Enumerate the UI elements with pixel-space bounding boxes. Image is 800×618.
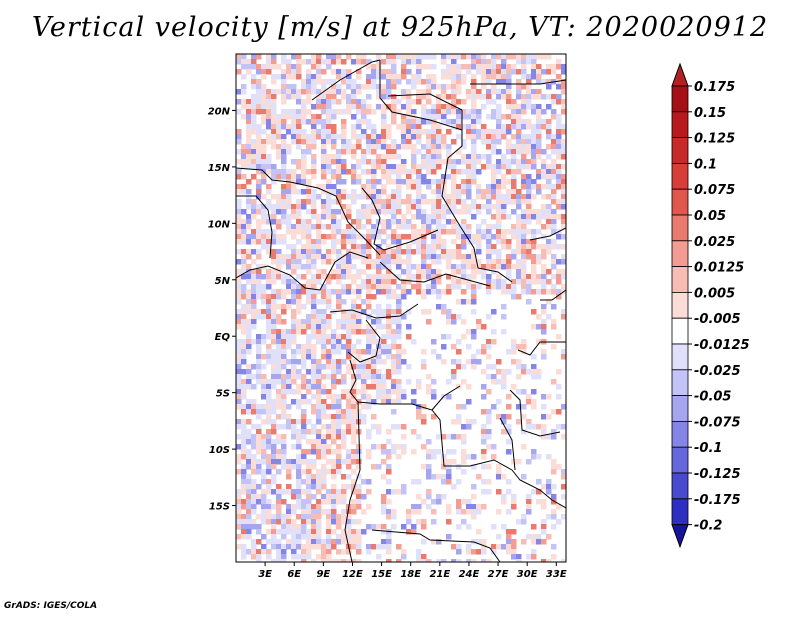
lon-tick-label: 9E xyxy=(316,569,330,580)
colorbar-label: 0.025 xyxy=(694,235,735,250)
boundary-line xyxy=(540,289,566,301)
velocity-field xyxy=(236,54,566,562)
colorbar-label: -0.025 xyxy=(694,364,741,379)
colorbar-top-arrow xyxy=(671,62,689,87)
boundary-line xyxy=(329,303,419,319)
longitude-axis: 3E 6E 9E 12E 15E 18E 21E 24E 27E 30E 33E xyxy=(258,562,567,580)
boundary-line xyxy=(470,79,566,85)
boundary-line xyxy=(431,385,461,411)
colorbar-label: 0.005 xyxy=(694,286,735,301)
lat-tick-label: 5S xyxy=(216,389,230,400)
colorbar-label: -0.175 xyxy=(694,493,741,508)
colorbar-segment xyxy=(671,472,689,500)
boundary-line xyxy=(441,110,513,283)
boundary-line xyxy=(236,167,381,256)
boundary-line xyxy=(349,359,359,403)
colorbar-segment xyxy=(671,162,689,190)
country-boundaries xyxy=(236,59,566,562)
lat-tick-label: EQ xyxy=(215,332,231,343)
lat-tick-label: 15S xyxy=(209,502,230,513)
boundary-line xyxy=(361,187,439,251)
colorbar-segment xyxy=(671,85,689,113)
latitude-axis: 20N 15N 10N 5N EQ 5S 10S 15S xyxy=(208,106,236,513)
lon-tick-label: 12E xyxy=(342,569,363,580)
lat-tick-label: 10S xyxy=(209,445,230,456)
colorbar-segment xyxy=(671,137,689,164)
colorbar-label: 0.075 xyxy=(694,183,735,198)
colorbar-label: -0.05 xyxy=(694,390,731,405)
boundary-line xyxy=(357,401,513,471)
boundary-line xyxy=(344,401,361,562)
boundary-line xyxy=(529,227,566,241)
colorbar-segment xyxy=(671,395,689,422)
colorbar-segment xyxy=(671,343,689,371)
colorbar-label: -0.075 xyxy=(694,415,741,430)
lon-tick-label: 24E xyxy=(459,569,480,580)
map-frame xyxy=(235,53,567,563)
colorbar-label: 0.1 xyxy=(694,157,717,172)
boundary-line xyxy=(371,529,501,562)
colorbar-label: 0.175 xyxy=(694,80,735,95)
chart-title: Vertical velocity [m/s] at 925hPa, VT: 2… xyxy=(31,12,769,43)
colorbar-label: -0.0125 xyxy=(694,338,750,353)
colorbar-segment xyxy=(671,369,689,396)
colorbar-label: 0.0125 xyxy=(694,261,744,276)
colorbar-label: 0.125 xyxy=(694,132,735,147)
boundary-line xyxy=(511,469,566,509)
colorbar-segment xyxy=(671,188,689,216)
boundary-line xyxy=(517,341,566,356)
lon-tick-label: 15E xyxy=(371,569,392,580)
boundary-line xyxy=(509,389,561,437)
colorbar-label: -0.2 xyxy=(694,519,722,534)
lon-tick-label: 6E xyxy=(287,569,301,580)
colorbar-label: -0.1 xyxy=(694,441,722,456)
lon-tick-label: 18E xyxy=(400,569,421,580)
colorbar-segment xyxy=(671,291,689,319)
lat-tick-label: 10N xyxy=(208,219,231,230)
lon-tick-label: 33E xyxy=(546,569,567,580)
colorbar-segment xyxy=(671,498,689,525)
colorbar-bottom-arrow xyxy=(671,524,689,549)
boundary-line xyxy=(387,93,463,111)
boundary-line xyxy=(499,417,516,471)
colorbar-segment xyxy=(671,317,689,345)
lon-tick-label: 21E xyxy=(429,569,450,580)
boundary-line xyxy=(236,251,369,291)
colorbar-segment xyxy=(671,420,689,448)
colorbar-segment xyxy=(671,446,689,474)
boundary-line xyxy=(236,195,273,259)
colorbar-label: 0.15 xyxy=(694,106,726,121)
colorbar-label: -0.125 xyxy=(694,467,741,482)
colorbar-segment xyxy=(671,111,689,139)
colorbar-segment xyxy=(671,214,689,242)
lon-tick-label: 30E xyxy=(517,569,538,580)
colorbar-segment xyxy=(671,240,689,268)
colorbar-segment xyxy=(671,266,689,293)
colorbar-label: -0.005 xyxy=(694,312,741,327)
boundary-line xyxy=(379,261,491,287)
lat-tick-label: 15N xyxy=(208,163,231,174)
boundary-line xyxy=(311,59,381,101)
boundary-line xyxy=(347,319,381,363)
colorbar-legend: 0.175 0.15 0.125 0.1 0.075 0.05 0.025 0.0125 0.0… xyxy=(671,62,750,549)
lat-tick-label: 5N xyxy=(215,276,231,287)
lon-tick-label: 27E xyxy=(488,569,509,580)
lat-tick-label: 20N xyxy=(208,106,231,117)
boundary-line xyxy=(379,60,463,131)
grads-credit: GrADS: IGES/COLA xyxy=(4,601,98,611)
colorbar-label: 0.05 xyxy=(694,209,726,224)
lon-tick-label: 3E xyxy=(258,569,272,580)
